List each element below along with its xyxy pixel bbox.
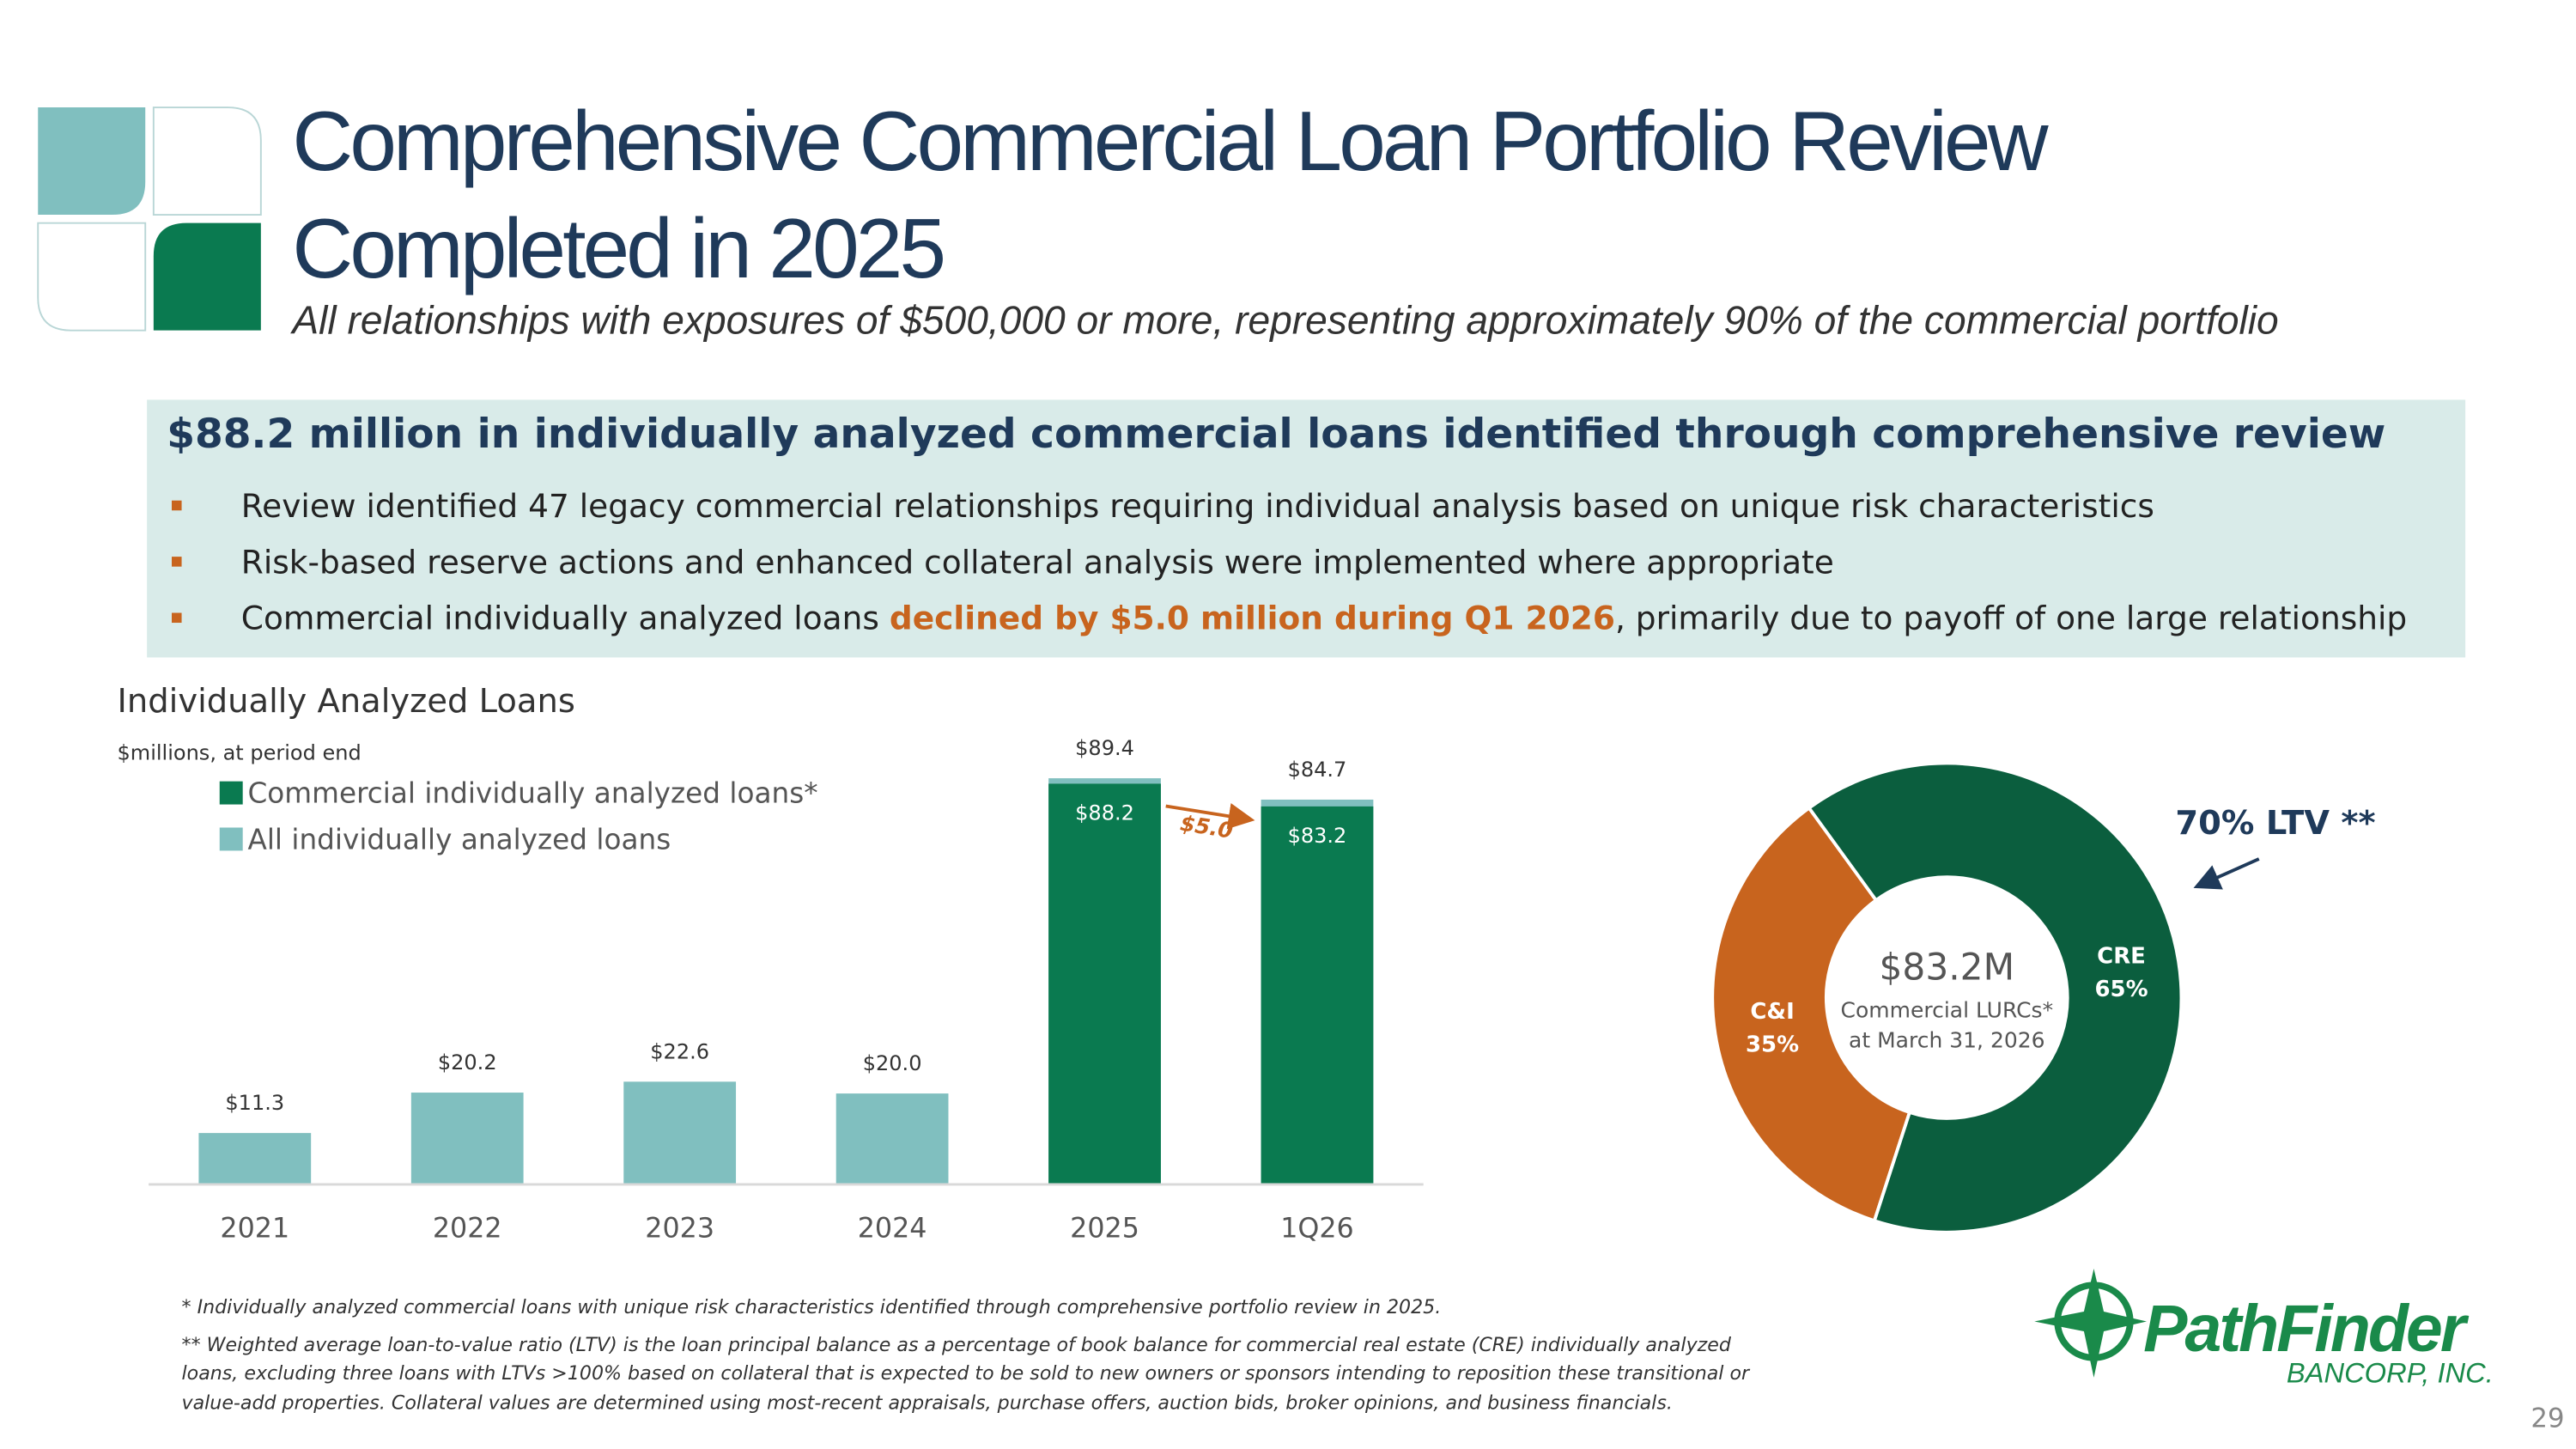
bullet-marker	[172, 557, 182, 567]
value-label: $20.2	[438, 1050, 497, 1075]
title-line: Completed in 2025	[292, 201, 943, 295]
bullet-marker	[172, 500, 182, 511]
chart-title: Individually Analyzed Loans	[118, 682, 575, 721]
value-label: $88.2	[1075, 801, 1134, 825]
ltv-arrow	[2193, 857, 2260, 890]
donut-segment	[1710, 805, 1912, 1223]
center-label: $83.2M	[1880, 946, 2015, 988]
x-tick-label: 2023	[645, 1213, 714, 1244]
subtitle: All relationships with exposures of $500…	[289, 298, 2278, 343]
highlight-text: declined by $5.0 million during Q1 2026	[890, 600, 1615, 637]
x-tick-label: 2025	[1070, 1213, 1139, 1244]
bullet-marker	[172, 612, 182, 624]
segment-label: CRE	[2097, 944, 2146, 970]
x-tick-label: 1Q26	[1280, 1213, 1354, 1244]
text-run: Risk-based reserve actions and enhanced …	[241, 543, 1834, 581]
footnote: value-add properties. Collateral values …	[182, 1391, 1673, 1414]
legend-swatch	[219, 781, 243, 805]
center-label: Commercial LURCs*	[1841, 998, 2054, 1023]
logo: PathFinder BANCORP, INC.	[2034, 1268, 2494, 1389]
text-run: Review identified 47 legacy commercial r…	[241, 487, 2154, 525]
change-arrow	[1165, 803, 1255, 830]
center-label: at March 31, 2026	[1849, 1027, 2045, 1052]
x-tick-label: 2022	[433, 1213, 502, 1244]
value-label: $20.0	[863, 1051, 922, 1075]
footnote: ** Weighted average loan-to-value ratio …	[182, 1334, 1732, 1356]
page-number: 29	[2530, 1403, 2564, 1434]
chart-subtitle: $millions, at period end	[118, 741, 361, 765]
donut-segment	[1807, 761, 2184, 1234]
logo-sub: BANCORP, INC.	[2287, 1357, 2494, 1389]
logo-name: PathFinder	[2143, 1292, 2470, 1366]
bar	[1261, 806, 1374, 1184]
brand-mark	[37, 107, 262, 332]
segment-label: C&I	[1750, 999, 1794, 1025]
legend-label: All individually analyzed loans	[247, 824, 671, 856]
value-label: $22.6	[650, 1039, 709, 1063]
x-tick-label: 2024	[858, 1213, 927, 1244]
bar-chart: Individually Analyzed Loans $millions, at…	[118, 682, 1424, 1244]
ltv-annotation: 70% LTV **	[2175, 804, 2375, 843]
bar	[623, 1081, 737, 1184]
banner-heading: $88.2 million in individually analyzed c…	[167, 411, 2385, 458]
x-tick-label: 2021	[220, 1213, 289, 1244]
value-label: $84.7	[1288, 758, 1347, 782]
legend-label: Commercial individually analyzed loans*	[247, 777, 817, 810]
bullet-text: Commercial individually analyzed loans d…	[241, 600, 2407, 637]
bar	[835, 1093, 949, 1184]
bullet-text: Risk-based reserve actions and enhanced …	[241, 543, 1834, 581]
segment-value: 35%	[1746, 1032, 1799, 1058]
bullet-text: Review identified 47 legacy commercial r…	[241, 487, 2154, 525]
footnote: loans, excluding three loans with LTVs >…	[182, 1362, 1751, 1385]
legend-swatch	[219, 827, 243, 851]
footnotes: * Individually analyzed commercial loans…	[182, 1296, 1751, 1415]
bullet-list: Review identified 47 legacy commercial r…	[172, 487, 2407, 637]
segment-value: 65%	[2094, 977, 2148, 1002]
title-line: Comprehensive Commercial Loan Portfolio …	[292, 94, 2049, 188]
bar	[198, 1133, 312, 1184]
donut-chart: C&I 35% CRE 65% $83.2M Commercial LURCs* at Ma…	[1710, 761, 2376, 1234]
bar	[410, 1093, 524, 1184]
bar	[1048, 783, 1161, 1184]
banner	[147, 399, 2466, 658]
value-label: $11.3	[225, 1091, 284, 1115]
footnote: * Individually analyzed commercial loans…	[182, 1296, 1442, 1318]
value-label: $89.4	[1075, 736, 1134, 760]
text-run: , primarily due to payoff of one large r…	[1615, 600, 2407, 637]
text-run: Commercial individually analyzed loans	[241, 600, 890, 637]
value-label: $83.2	[1288, 824, 1347, 848]
